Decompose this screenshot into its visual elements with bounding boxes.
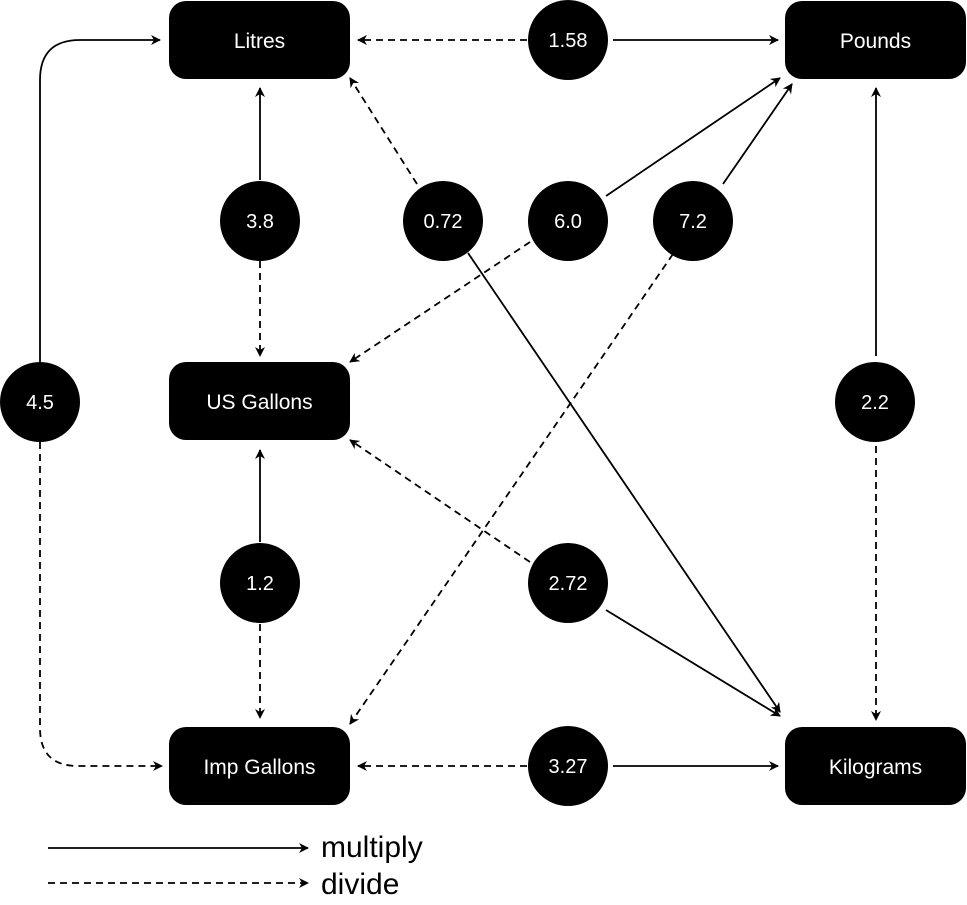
factor-38: 3.8 <box>220 181 300 261</box>
node-pounds: Pounds <box>785 1 966 79</box>
node-imp-gallons: Imp Gallons <box>169 727 350 805</box>
factor-072: 0.72 <box>403 181 483 261</box>
node-pounds-box <box>785 1 966 79</box>
node-us-gallons-label: US Gallons <box>206 391 312 414</box>
node-imp-gallons-label: Imp Gallons <box>203 756 315 779</box>
factor-272-circle <box>528 543 608 623</box>
factor-272-label: 2.72 <box>549 573 588 595</box>
factor-45: 4.5 <box>0 362 80 442</box>
node-us-gallons: US Gallons <box>169 362 350 440</box>
edge-272-divide <box>349 439 531 563</box>
connectors <box>39 35 881 888</box>
edge-72-multiply <box>722 83 793 185</box>
factor-12-circle <box>220 543 300 623</box>
factor-12: 1.2 <box>220 543 300 623</box>
node-litres-label: Litres <box>234 30 285 53</box>
edge-45-multiply <box>39 35 161 362</box>
edge-72-divide <box>349 253 674 725</box>
edge-60-divide <box>349 241 531 363</box>
edge-072-divide <box>349 77 418 185</box>
legend: multiply divide <box>321 831 423 901</box>
node-us-gallons-box <box>169 362 350 440</box>
factor-327-circle <box>528 726 608 806</box>
factor-158: 1.58 <box>528 0 608 80</box>
factor-22-circle <box>835 362 915 442</box>
factor-072-circle <box>403 181 483 261</box>
node-pounds-label: Pounds <box>840 30 911 53</box>
factor-45-label: 4.5 <box>26 392 54 414</box>
edge-072-multiply <box>467 252 781 713</box>
factor-60: 6.0 <box>528 181 608 261</box>
factor-158-label: 1.58 <box>549 30 588 52</box>
factor-38-circle <box>220 181 300 261</box>
factor-60-circle <box>528 181 608 261</box>
legend-divide-label: divide <box>321 868 399 901</box>
factor-327: 3.27 <box>528 726 608 806</box>
factor-72-label: 7.2 <box>679 211 707 233</box>
edge-272-multiply <box>605 609 781 717</box>
node-kilograms: Kilograms <box>785 727 966 805</box>
node-kilograms-label: Kilograms <box>829 756 922 779</box>
factor-158-circle <box>528 0 608 80</box>
edge-45-divide <box>39 442 163 771</box>
node-litres-box <box>169 1 350 79</box>
factor-272: 2.72 <box>528 543 608 623</box>
factor-22-label: 2.2 <box>861 392 889 414</box>
factor-72-circle <box>653 181 733 261</box>
factor-072-label: 0.72 <box>424 211 463 233</box>
factor-12-label: 1.2 <box>246 573 274 595</box>
legend-multiply-label: multiply <box>321 831 423 864</box>
factor-72: 7.2 <box>653 181 733 261</box>
node-kilograms-box <box>785 727 966 805</box>
factor-60-label: 6.0 <box>554 211 582 233</box>
edge-60-multiply <box>605 77 781 197</box>
factor-38-label: 3.8 <box>246 211 274 233</box>
factor-327-label: 3.27 <box>549 756 588 778</box>
factor-45-circle <box>0 362 80 442</box>
node-imp-gallons-box <box>169 727 350 805</box>
node-litres: Litres <box>169 1 350 79</box>
factor-22: 2.2 <box>835 362 915 442</box>
